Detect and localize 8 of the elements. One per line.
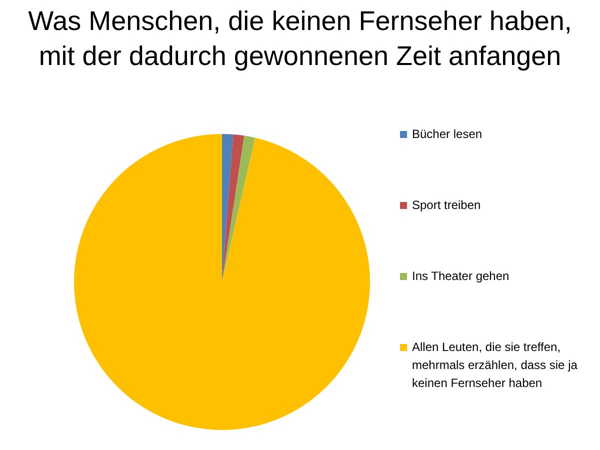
legend-label: Ins Theater gehen (412, 268, 510, 285)
legend-label: Bücher lesen (412, 126, 482, 143)
chart-title: Was Menschen, die keinen Fernseher haben, mit der dadurch gewonnenen Zeit anfangen (27, 5, 573, 73)
pie-slice (74, 134, 370, 430)
legend-label: Allen Leuten, die sie treffen, mehrmals erzählen, dass sie ja keinen Fernseher haben (412, 339, 578, 392)
pie-slice (222, 136, 256, 282)
legend-label: Sport treiben (412, 197, 481, 214)
pie-slice (222, 134, 244, 282)
